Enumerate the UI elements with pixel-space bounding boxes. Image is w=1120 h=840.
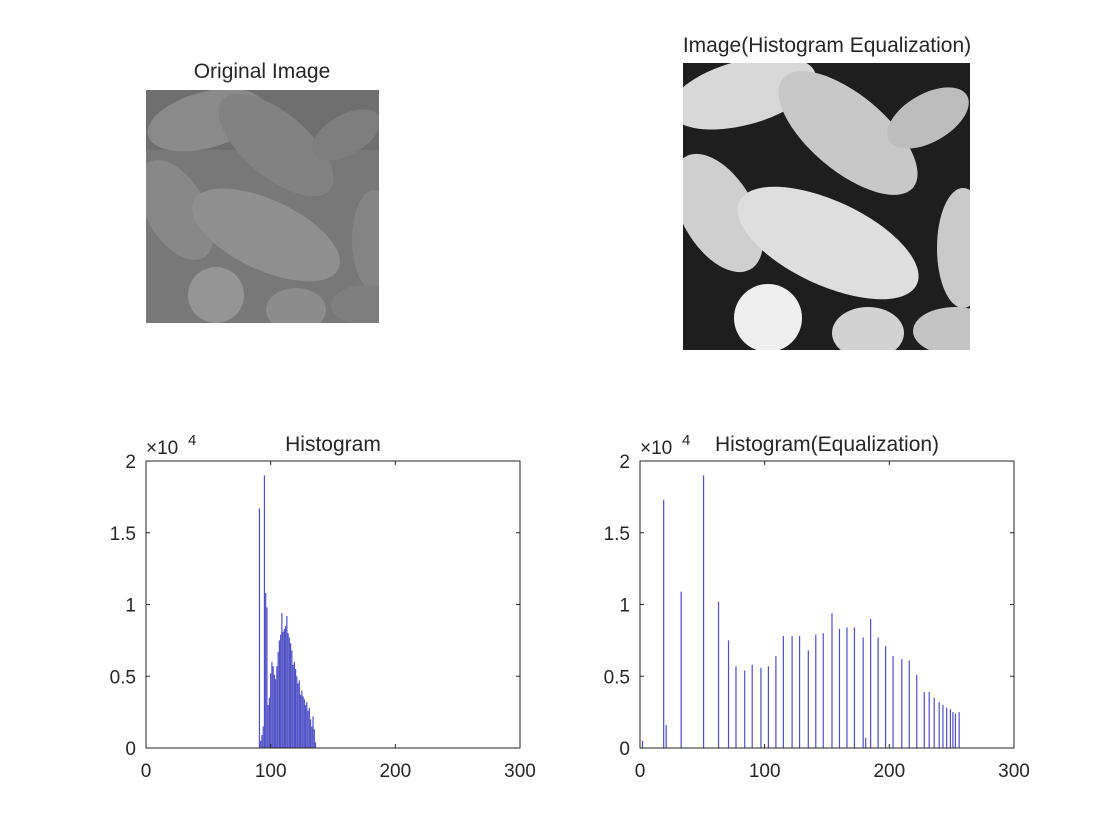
y-tick-label: 0 [125,739,136,760]
x-tick-label: 300 [998,761,1030,782]
x-tick-label: 0 [141,761,152,782]
x-tick-label: 0 [635,761,646,782]
y-tick-label: 1 [125,596,136,617]
axes-box [145,460,521,749]
original-image-title: Original Image [193,60,331,83]
y-tick-label: 2 [619,452,630,473]
original-image-graphic [146,90,379,323]
y-tick-label: 0.5 [110,667,136,688]
equalized-image [683,63,970,350]
y-exponent-label: ×10 [640,438,672,459]
equalized-image-graphic [683,63,970,350]
x-tick-label: 300 [504,761,536,782]
x-tick-label: 100 [749,761,781,782]
x-tick-label: 100 [255,761,287,782]
y-exponent: 4 [188,432,196,449]
y-tick-label: 1.5 [604,524,630,545]
y-tick-label: 0 [619,739,630,760]
equalized-image-title: Image(Histogram Equalization) [682,34,972,57]
y-exponent-label: ×10 [146,438,178,459]
chart-0: 0 100 200 300 0 0.5 1 1.5 2 ×10 4 Histogram [110,432,536,782]
chart-1: 0 100 200 300 0 0.5 1 1.5 2 ×10 4 Histogram(Equaliz… [604,432,1030,782]
x-tick-label: 200 [873,761,905,782]
y-tick-label: 1 [619,596,630,617]
original-image [146,90,379,323]
chart-title: Histogram(Equalization) [715,433,939,456]
y-tick-label: 2 [125,452,136,473]
chart-title: Histogram [285,433,381,456]
y-tick-label: 0.5 [604,667,630,688]
y-tick-label: 1.5 [110,524,136,545]
y-exponent: 4 [682,432,690,449]
axes-box [639,460,1015,749]
x-tick-label: 200 [379,761,411,782]
